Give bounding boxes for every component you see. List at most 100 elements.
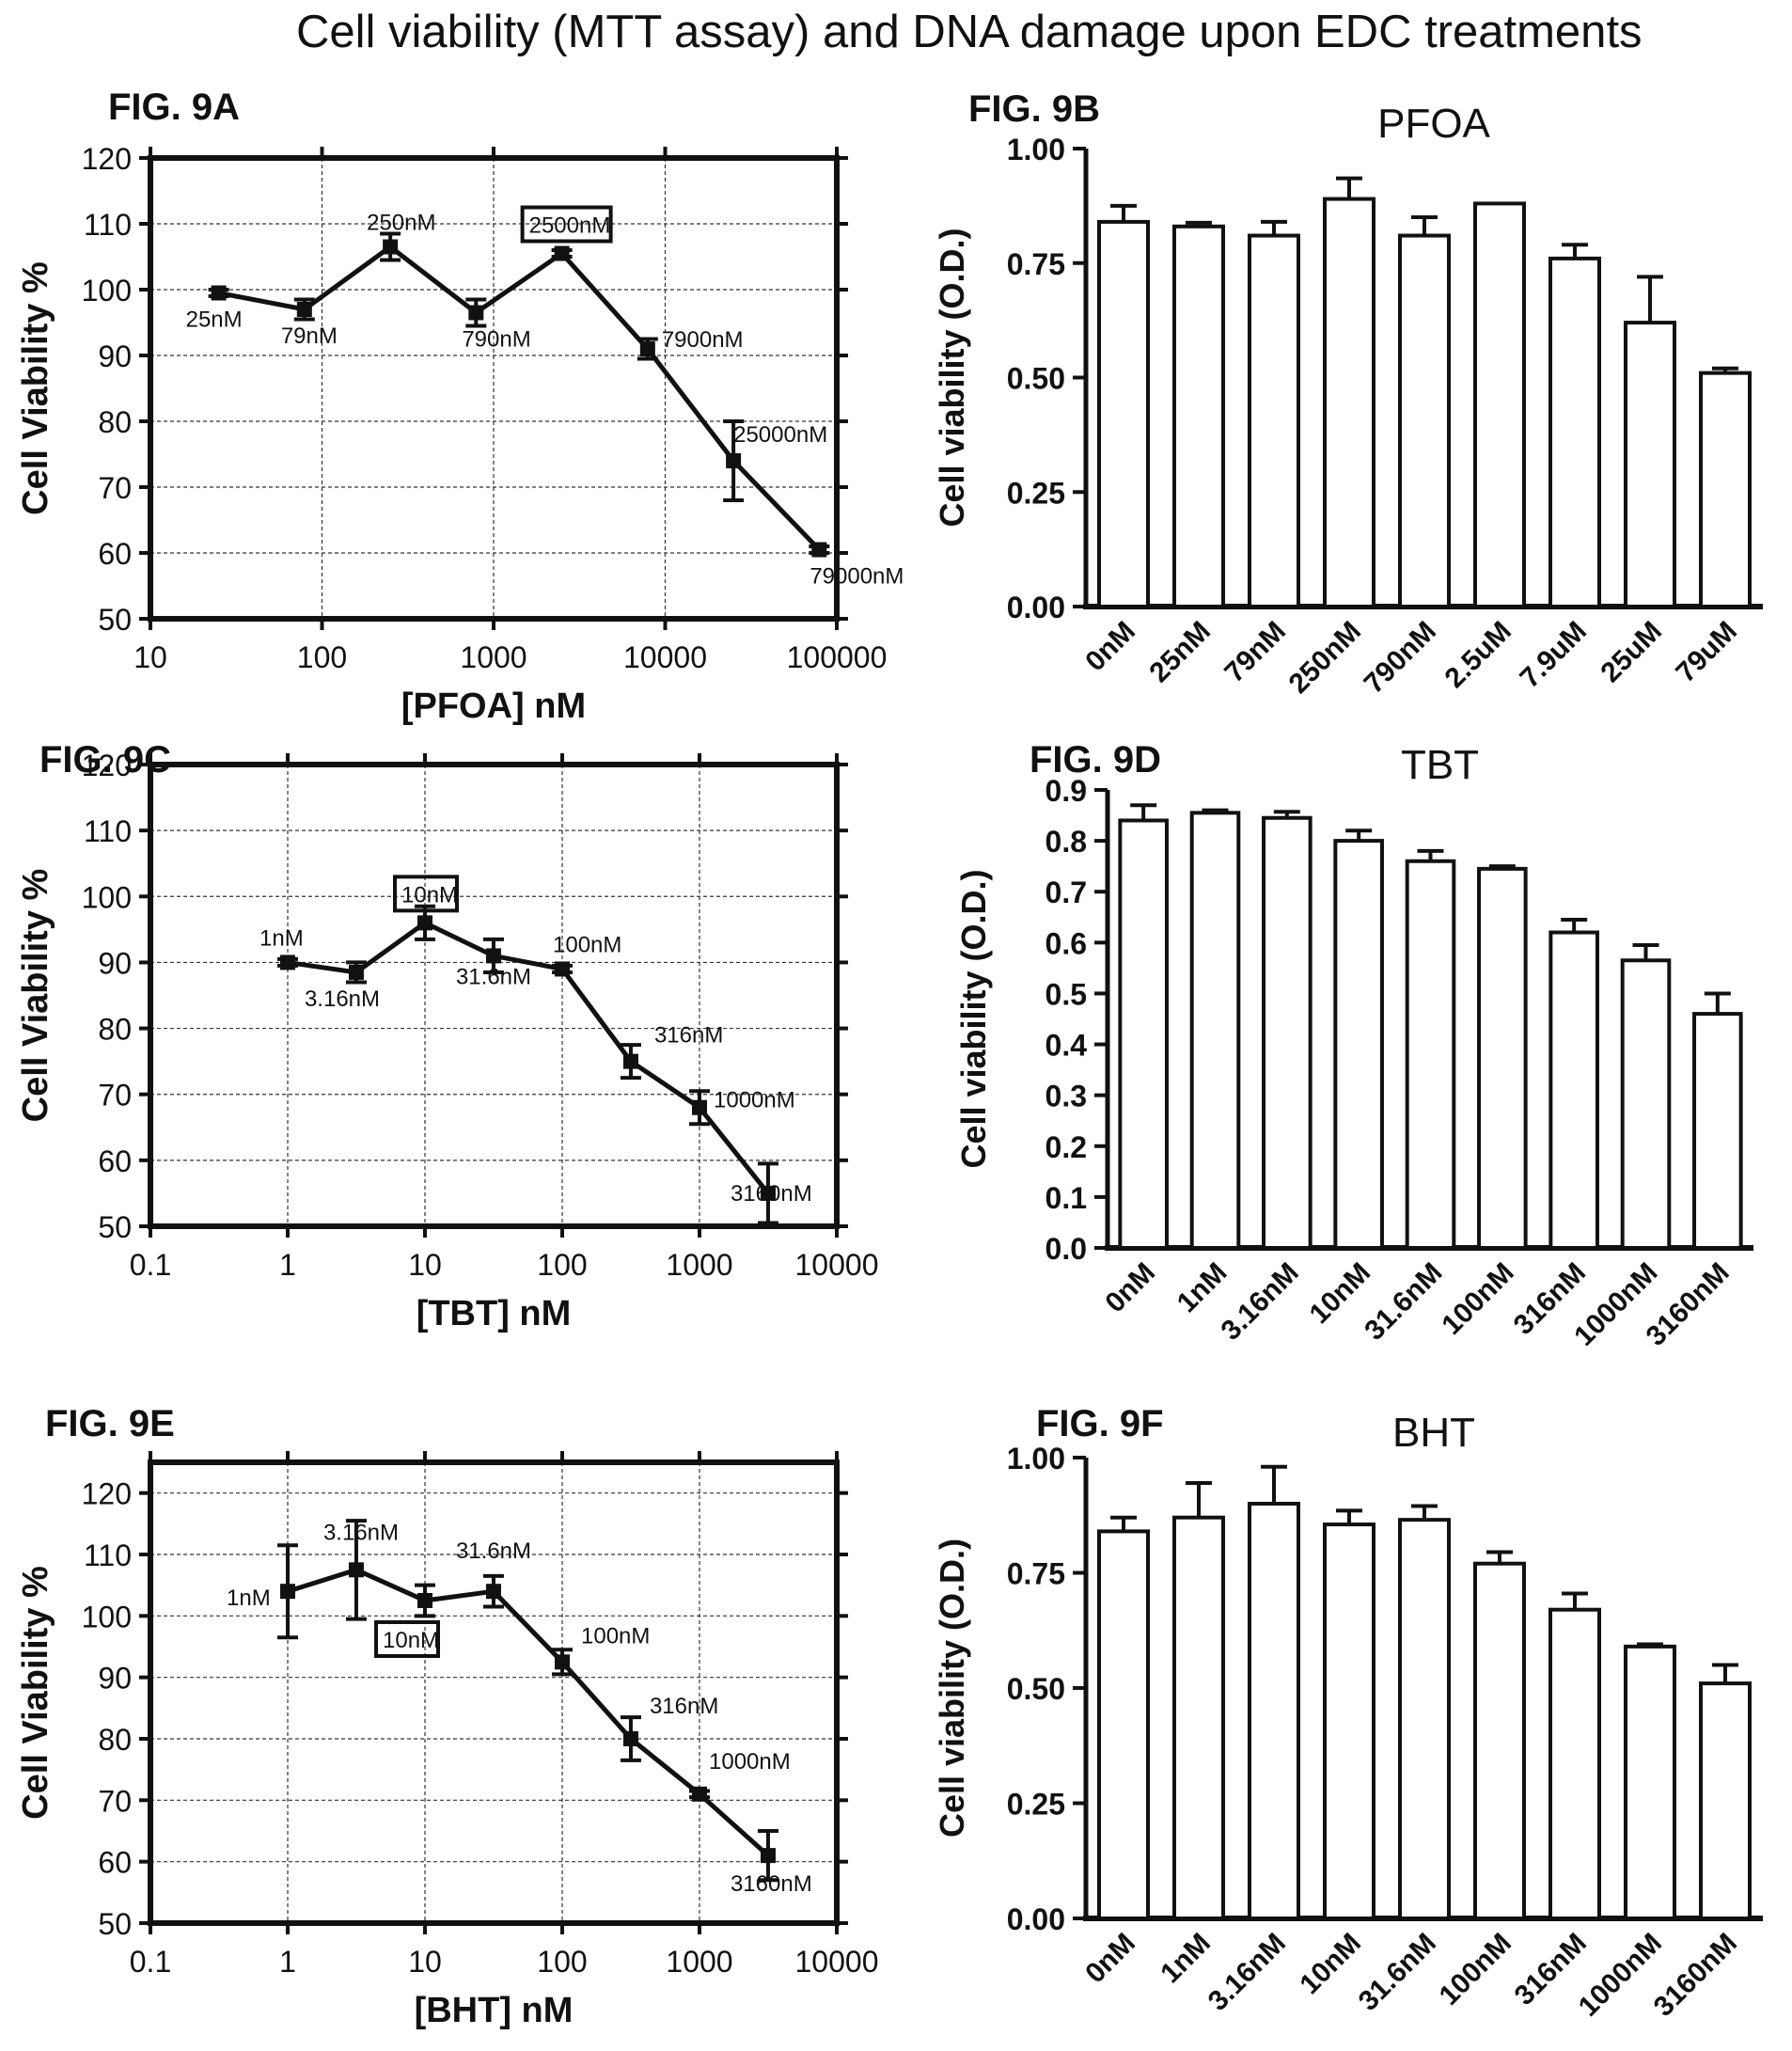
- figure-label: FIG. 9B: [968, 88, 1101, 130]
- point-label: 1000nM: [709, 1749, 791, 1775]
- figure-label: FIG. 9A: [108, 87, 241, 128]
- x-axis-title: [PFOA] nM: [401, 686, 586, 726]
- chart-title: TBT: [1401, 742, 1479, 788]
- bar: [1172, 1515, 1225, 1920]
- x-tick-label: 7.9uM: [1514, 616, 1592, 694]
- y-tick-label: 80: [98, 1013, 132, 1047]
- bar: [1248, 1502, 1300, 1920]
- point-label: 1000nM: [714, 1088, 795, 1113]
- point-label: 25000nM: [733, 422, 827, 448]
- y-tick-label: 0.9: [1045, 774, 1087, 808]
- y-tick-label: 0.00: [1007, 591, 1065, 624]
- bar: [1398, 1518, 1451, 1920]
- y-tick-label: 0.75: [1007, 1557, 1065, 1591]
- data-point: [622, 1731, 638, 1746]
- figure-panel-9e: FIG. 9E 50 60 70 80 90 100 110 120 0.1 1 10 100 1000…: [0, 1392, 893, 2051]
- bar: [1548, 930, 1599, 1250]
- point-label: 250nM: [367, 211, 435, 236]
- data-point: [760, 1848, 776, 1864]
- series-line: [287, 1567, 770, 1857]
- x-tick-label: 10: [134, 640, 167, 674]
- series-line: [287, 920, 770, 1195]
- x-tick-label: 79uM: [1670, 616, 1743, 689]
- x-tick-label: 0nM: [1099, 1257, 1161, 1319]
- y-tick-label: 80: [98, 405, 132, 439]
- page-title: Cell viability (MTT assay) and DNA damag…: [296, 7, 1643, 57]
- bar: [1548, 256, 1601, 608]
- y-axis-title: Cell viability (O.D.): [933, 228, 971, 527]
- x-tick-label: 0nM: [1079, 1928, 1141, 1990]
- point-label: 1nM: [259, 925, 304, 951]
- highlight-box: [374, 1620, 440, 1658]
- x-tick-label: 790nM: [1359, 616, 1442, 700]
- y-axis-title: Cell Viability %: [16, 1566, 55, 1820]
- data-point: [383, 239, 399, 255]
- point-label: 10nM: [383, 1628, 439, 1653]
- y-tick-label: 0.50: [1007, 362, 1065, 396]
- y-tick-label: 0.4: [1045, 1029, 1088, 1063]
- y-tick-label: 70: [98, 471, 132, 505]
- y-tick-label: 0.25: [1007, 476, 1065, 510]
- y-tick-label: 0.8: [1045, 825, 1087, 859]
- y-tick-label: 50: [98, 603, 132, 637]
- x-tick-label: 1: [279, 1945, 296, 1979]
- x-tick-label: 2.5uM: [1438, 616, 1517, 694]
- point-label: 316nM: [650, 1694, 718, 1719]
- y-tick-label: 120: [82, 749, 132, 782]
- y-tick-label: 50: [98, 1907, 132, 1941]
- highlight-box: [520, 205, 613, 244]
- y-tick-label: 0.5: [1045, 977, 1087, 1011]
- data-point: [554, 245, 570, 261]
- bar-chart-tbt: TBT 0.0 0.1 0.2 0.3 0.4 0.5 0.6 0.7 0.8 0.9 Cell vi…: [954, 742, 1753, 1352]
- bar: [1262, 815, 1313, 1250]
- point-label: 31.6nM: [456, 964, 531, 989]
- bar: [1473, 201, 1526, 608]
- bar: [1333, 839, 1384, 1250]
- y-tick-label: 0.50: [1007, 1672, 1065, 1706]
- x-tick-label: 0nM: [1079, 616, 1141, 678]
- bar: [1624, 321, 1676, 608]
- y-tick-label: 80: [98, 1723, 132, 1757]
- y-tick-label: 0.6: [1045, 926, 1087, 960]
- figure-label: FIG. 9D: [1030, 739, 1162, 781]
- point-label: 3160nM: [731, 1871, 812, 1897]
- x-tick-label: 1000: [666, 1248, 732, 1282]
- x-tick-label: 100: [297, 640, 347, 674]
- x-tick-label: 3.16nM: [1203, 1928, 1292, 2017]
- point-label: 100nM: [581, 1623, 650, 1649]
- x-tick-label: 10000: [795, 1945, 879, 1979]
- y-tick-label: 110: [84, 208, 132, 242]
- bar: [1097, 219, 1150, 608]
- x-tick-label: 100: [537, 1945, 587, 1979]
- x-tick-label: 79nM: [1218, 616, 1292, 689]
- bar: [1699, 371, 1752, 608]
- y-tick-label: 120: [82, 142, 132, 176]
- x-tick-label: 10000: [623, 640, 707, 674]
- y-axis-title: Cell Viability %: [16, 261, 55, 515]
- y-tick-label: 100: [82, 274, 132, 308]
- x-tick-label: 25uM: [1595, 616, 1668, 689]
- x-tick-label: 31.6nM: [1353, 1928, 1442, 2017]
- point-label: 10nM: [401, 882, 458, 907]
- figure-label: FIG. 9F: [1036, 1403, 1164, 1444]
- y-tick-label: 1.00: [1007, 133, 1065, 166]
- y-tick-label: 70: [98, 1079, 132, 1112]
- y-tick-label: 60: [98, 1846, 132, 1880]
- figure-panel-9a: FIG. 9A 50 60 70 80 90 100 110 120 10 100 1000 1000…: [0, 75, 904, 734]
- point-label: 1nM: [227, 1586, 271, 1611]
- x-tick-label: 100: [537, 1248, 587, 1282]
- y-tick-label: 110: [84, 814, 132, 848]
- data-point: [348, 1562, 364, 1578]
- x-tick-label: 100000: [787, 640, 888, 674]
- bar: [1172, 224, 1225, 608]
- figure-panel-9d: FIG. 9D TBT 0.0 0.1 0.2 0.3 0.4 0.5 0.6 0.7 0.8 0.…: [893, 734, 1792, 1392]
- x-tick-label: 3160nM: [1648, 1928, 1743, 2023]
- x-axis-title: [BHT] nM: [415, 1991, 574, 2030]
- highlight-box: [393, 875, 459, 913]
- x-tick-label: 1nM: [1155, 1928, 1217, 1990]
- point-label: 79000nM: [810, 564, 904, 590]
- bar: [1405, 859, 1456, 1250]
- x-tick-label: 1000: [460, 640, 527, 674]
- data-point: [296, 302, 312, 317]
- point-label: 25nM: [186, 308, 243, 333]
